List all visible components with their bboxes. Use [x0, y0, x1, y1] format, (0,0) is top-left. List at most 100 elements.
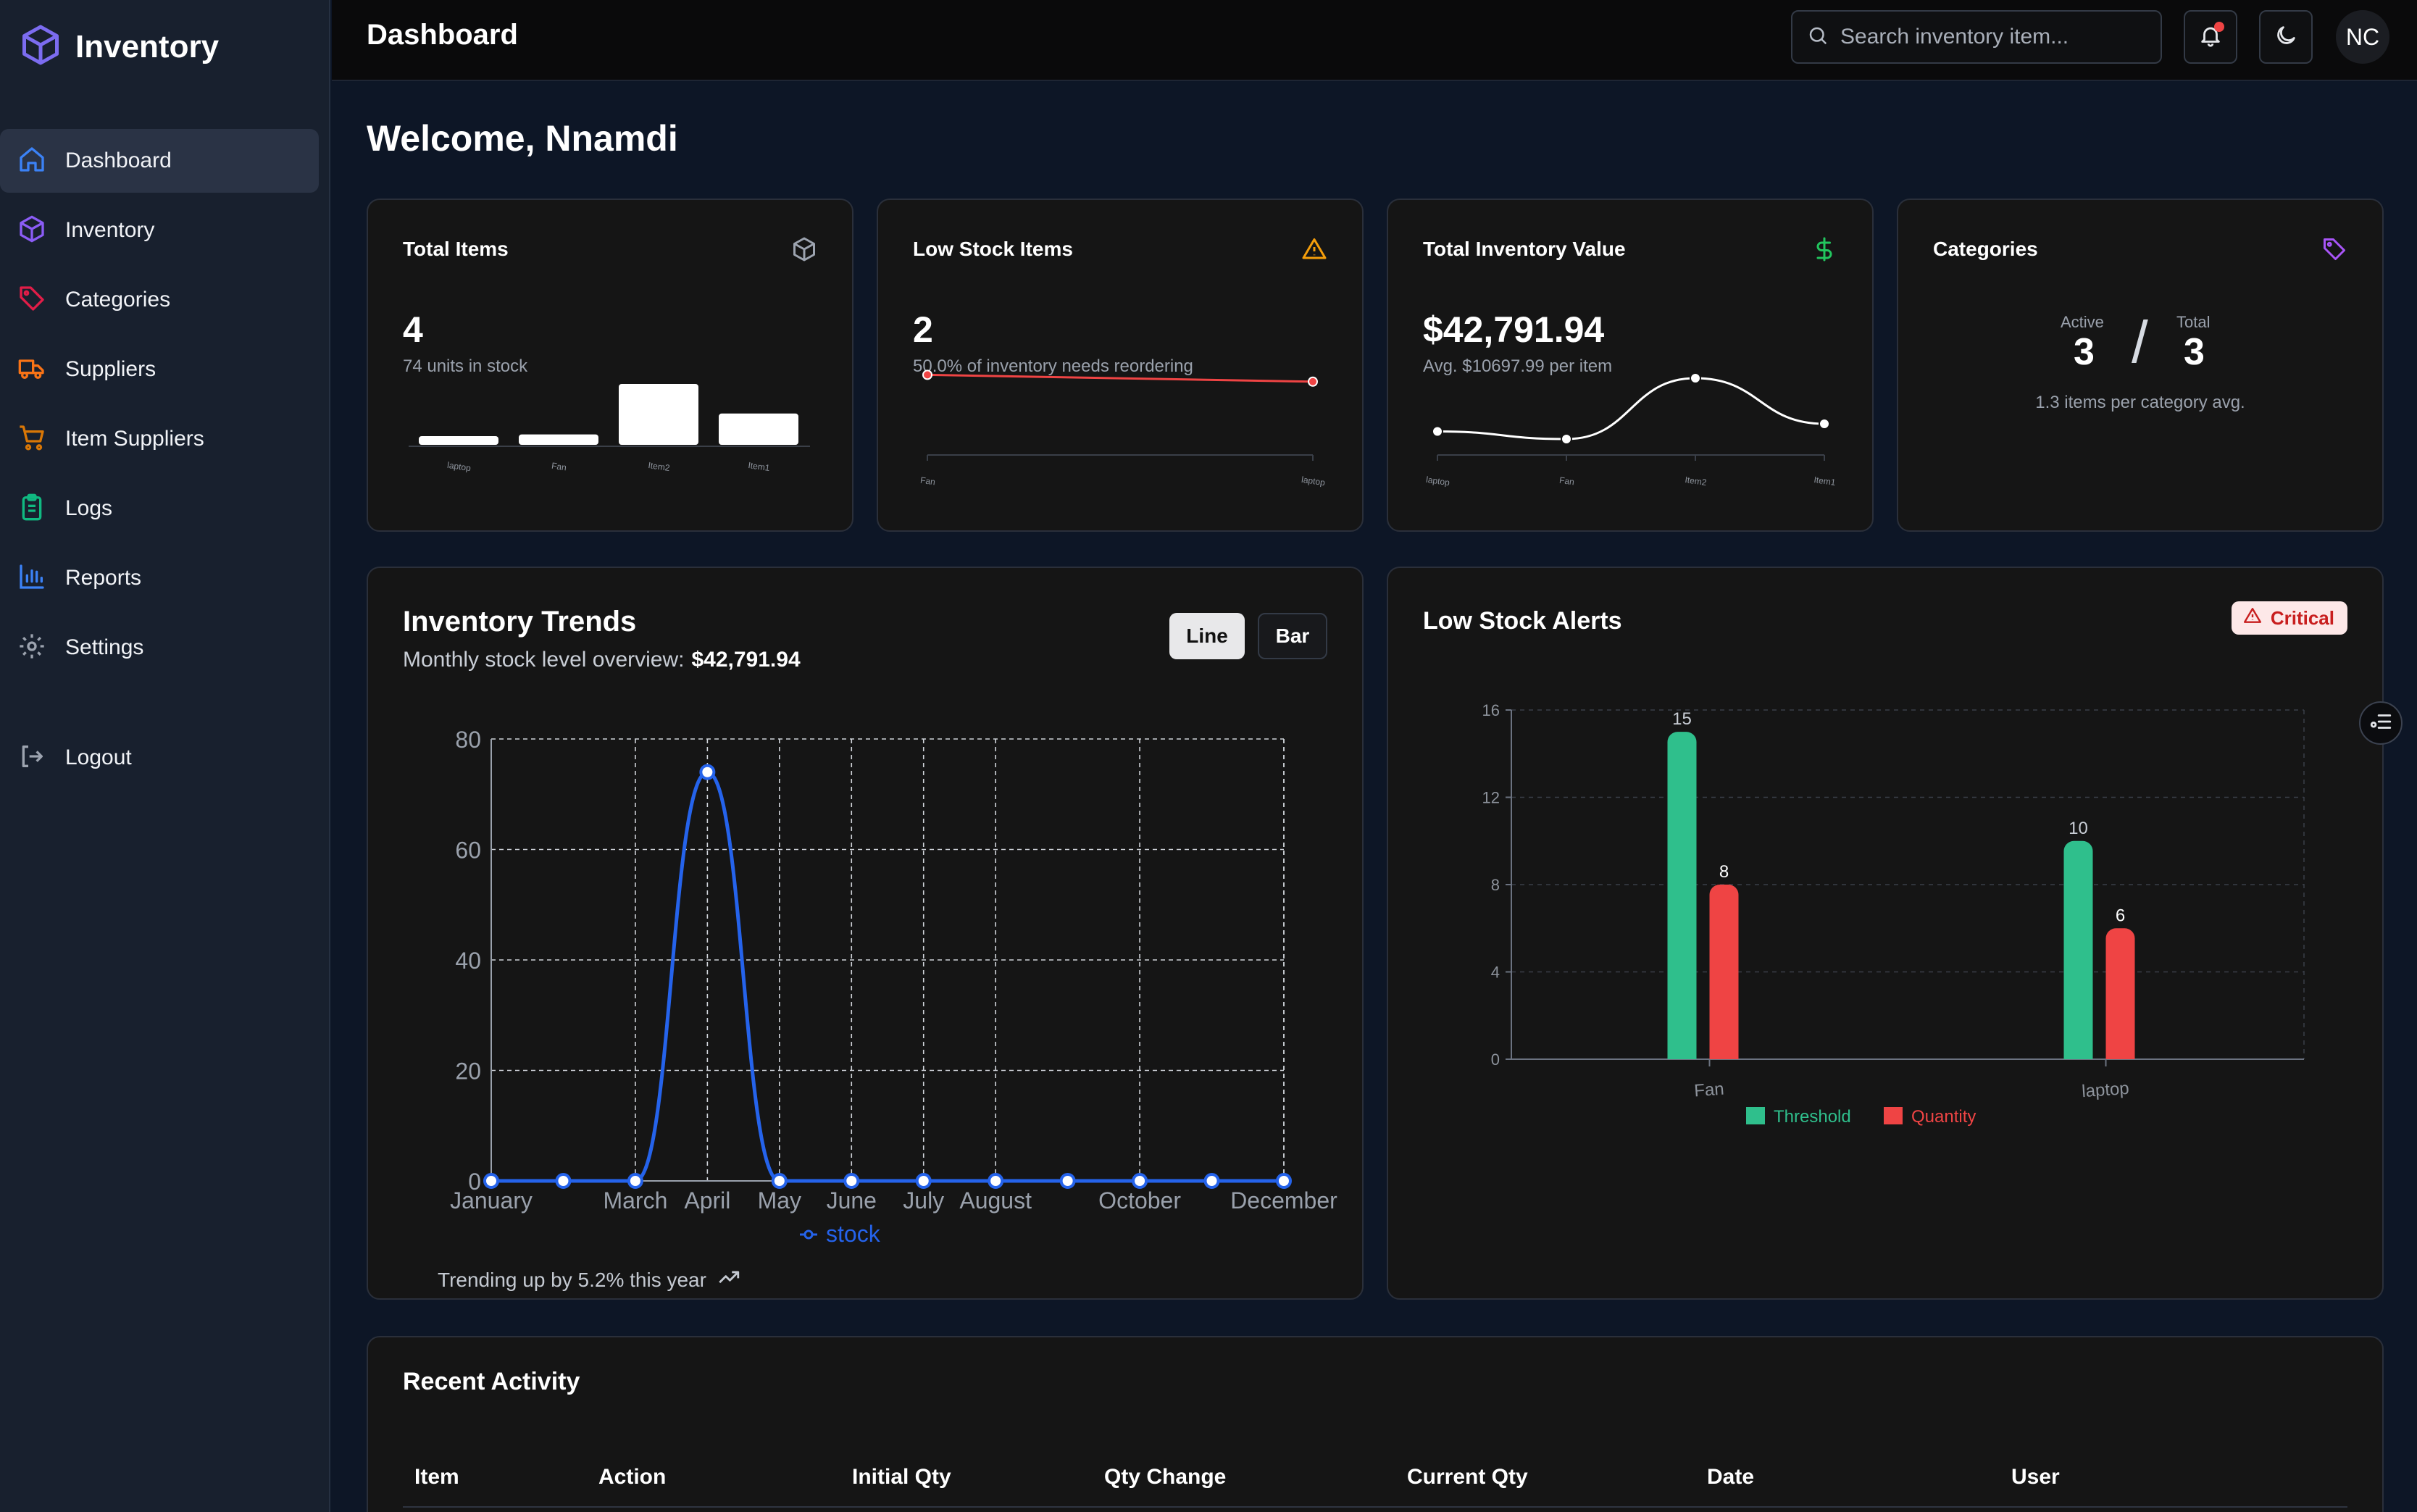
- total-value: 3: [2184, 331, 2205, 373]
- bar: [2063, 840, 2093, 1059]
- tag-icon: [17, 284, 46, 317]
- column-header[interactable]: Action: [587, 1448, 840, 1508]
- x-tick-label: October: [1098, 1187, 1181, 1214]
- bar-chart-icon: [17, 562, 46, 595]
- badge-text: Critical: [2270, 606, 2334, 629]
- legend-label: Quantity: [1911, 1107, 1976, 1127]
- x-tick-label: Fan: [1693, 1079, 1724, 1101]
- sidebar-item-label: Categories: [65, 288, 171, 312]
- panel-title: Recent Activity: [403, 1368, 580, 1395]
- total-items-value: 4: [403, 309, 423, 350]
- data-point: [1132, 1173, 1148, 1189]
- legend-swatch: [1746, 1107, 1765, 1124]
- series-line: [927, 373, 1314, 383]
- sidebar-item-reports[interactable]: Reports: [0, 546, 319, 610]
- x-tick-label: Fan: [551, 461, 567, 473]
- search-input[interactable]: [1840, 25, 2145, 49]
- sidebar-item-label: Reports: [65, 566, 142, 590]
- gear-icon: [17, 632, 46, 664]
- sidebar-item-logout[interactable]: Logout: [0, 726, 319, 790]
- bell-icon: [2198, 23, 2223, 51]
- bar: [419, 436, 498, 445]
- bar-base: [2105, 1049, 2135, 1059]
- theme-toggle-button[interactable]: [2259, 10, 2313, 64]
- column-header[interactable]: Item: [403, 1448, 587, 1508]
- page-title: Dashboard: [367, 19, 518, 51]
- column-header[interactable]: Qty Change: [1093, 1448, 1395, 1508]
- y-tick-label: 0: [1491, 1051, 1500, 1069]
- data-label: 15: [1672, 709, 1692, 729]
- legend-label: stock: [826, 1221, 881, 1247]
- y-tick-label: 60: [455, 838, 481, 864]
- moon-icon: [2274, 23, 2298, 51]
- x-tick-label: May: [758, 1187, 801, 1214]
- legend-swatch: [1884, 1107, 1903, 1124]
- sidebar-item-label: Item Suppliers: [65, 427, 204, 451]
- data-point: [843, 1173, 860, 1189]
- line-toggle-button[interactable]: Line: [1169, 613, 1245, 659]
- sidebar-item-label: Settings: [65, 635, 144, 659]
- topbar: Dashboard NC: [332, 0, 2417, 81]
- inventory-value: $42,791.94: [1423, 309, 1605, 350]
- column-header[interactable]: User: [2000, 1448, 2347, 1508]
- sidebar-item-logs[interactable]: Logs: [0, 477, 319, 540]
- inventory-value-chart: laptop Fan Item2 Item1: [1425, 372, 1837, 488]
- data-point: [555, 1173, 572, 1189]
- total-items-chart: laptop Fan Item2 Item1: [409, 384, 810, 473]
- truck-icon: [17, 354, 46, 386]
- data-point: [915, 1173, 932, 1189]
- list-settings-icon: [2368, 709, 2393, 738]
- bar-base: [1667, 1049, 1697, 1059]
- inventory-trends-chart: 0 20 40 60 80 January March April May June July Aug…: [450, 727, 1337, 1247]
- x-tick-label: December: [1230, 1187, 1337, 1214]
- sidebar: Inventory Dashboard Inventory Categories…: [0, 0, 330, 1512]
- search-box[interactable]: [1791, 10, 2162, 64]
- sidebar-item-label: Logs: [65, 496, 113, 520]
- panel-title: Inventory Trends: [403, 606, 637, 638]
- activity-table: Item Action Initial Qty Qty Change Curre…: [403, 1448, 2347, 1508]
- bar: [2105, 928, 2135, 1059]
- clipboard-icon: [17, 493, 46, 525]
- y-tick-label: 20: [455, 1058, 481, 1085]
- recent-activity-card: Recent Activity Item Action Initial Qty …: [367, 1336, 2384, 1512]
- inventory-value-card: Total Inventory Value $42,791.94 Avg. $1…: [1387, 199, 1874, 532]
- notifications-button[interactable]: [2184, 10, 2237, 64]
- sidebar-item-categories[interactable]: Categories: [0, 268, 319, 332]
- panel-toggle-handle[interactable]: [2359, 701, 2403, 745]
- sidebar-item-settings[interactable]: Settings: [0, 616, 319, 680]
- bar: [1709, 885, 1739, 1059]
- alert-triangle-icon: [2243, 606, 2271, 630]
- warning-icon: [1301, 236, 1327, 262]
- subtitle-value: $42,791.94: [691, 648, 801, 672]
- low-stock-chart: Fan laptop: [919, 369, 1326, 488]
- low-stock-card: Low Stock Items 2 50.0% of inventory nee…: [877, 199, 1364, 532]
- x-tick-label: laptop: [1301, 475, 1326, 488]
- data-point: [1690, 372, 1701, 384]
- x-tick-label: Item2: [1685, 475, 1708, 488]
- column-header[interactable]: Initial Qty: [840, 1448, 1093, 1508]
- data-point: [483, 1173, 499, 1189]
- panel-title: Low Stock Alerts: [1423, 607, 1622, 635]
- column-header[interactable]: Current Qty: [1395, 1448, 1695, 1508]
- column-header[interactable]: Date: [1695, 1448, 2000, 1508]
- bar: [719, 413, 798, 445]
- notification-dot: [2214, 22, 2224, 32]
- x-tick-label: laptop: [1425, 475, 1450, 488]
- data-point: [699, 764, 716, 780]
- active-label: Active: [2061, 313, 2104, 331]
- data-point: [1561, 433, 1572, 445]
- sidebar-item-dashboard[interactable]: Dashboard: [0, 129, 319, 193]
- bar-toggle-button[interactable]: Bar: [1258, 613, 1327, 659]
- sidebar-item-item-suppliers[interactable]: Item Suppliers: [0, 407, 319, 471]
- sidebar-item-inventory[interactable]: Inventory: [0, 199, 319, 262]
- data-point: [1059, 1173, 1076, 1189]
- avatar[interactable]: NC: [2336, 10, 2389, 64]
- series-line: [1437, 377, 1825, 440]
- brand-name: Inventory: [75, 28, 220, 64]
- brand[interactable]: Inventory: [19, 23, 219, 70]
- data-point: [1819, 418, 1830, 430]
- card-title: Total Inventory Value: [1423, 238, 1626, 260]
- sidebar-item-suppliers[interactable]: Suppliers: [0, 338, 319, 401]
- y-tick-label: 40: [455, 948, 481, 974]
- card-title: Low Stock Items: [913, 238, 1073, 260]
